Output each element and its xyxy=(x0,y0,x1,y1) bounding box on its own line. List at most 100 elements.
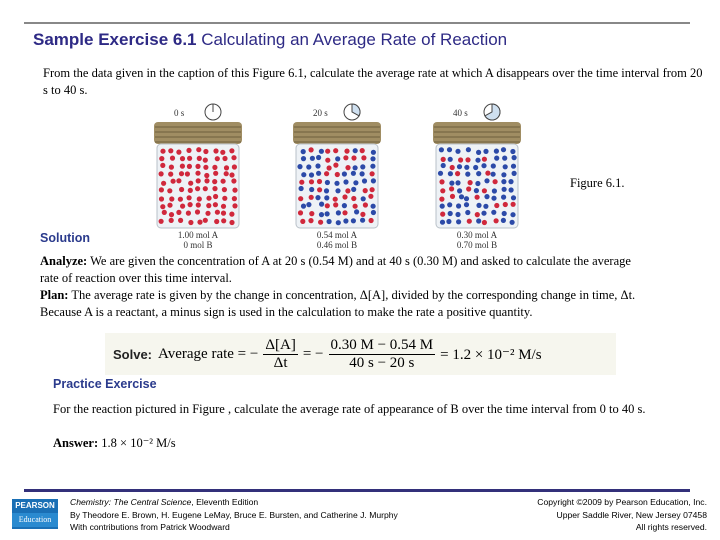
molecule xyxy=(203,164,209,170)
molecule xyxy=(229,211,235,217)
molecule xyxy=(232,203,238,209)
molecule xyxy=(159,156,165,162)
molecule xyxy=(220,178,226,184)
molecule xyxy=(439,203,445,209)
molecule xyxy=(456,219,462,225)
molecule xyxy=(220,203,227,209)
molecule xyxy=(168,212,175,218)
molecule xyxy=(455,148,461,154)
molecule xyxy=(362,202,368,208)
molecule xyxy=(439,179,445,185)
practice-answer: Answer: 1.8 × 10⁻² M/s xyxy=(53,435,176,452)
analyze-body: We are given the concentration of A at 2… xyxy=(40,254,631,285)
molecule xyxy=(481,163,487,169)
molecule xyxy=(206,203,212,209)
book-authors: By Theodore E. Brown, H. Eugene LeMay, B… xyxy=(70,509,398,520)
molecule xyxy=(343,179,349,185)
molecule xyxy=(455,211,461,218)
molecule xyxy=(343,218,349,224)
molecule xyxy=(449,180,455,186)
analyze-text: Analyze: We are given the concentration … xyxy=(40,253,650,287)
molecule xyxy=(370,209,376,216)
molecule xyxy=(473,188,479,194)
molecule xyxy=(510,201,516,207)
molecule xyxy=(202,186,208,192)
molecule xyxy=(168,217,174,223)
molecule xyxy=(188,219,194,226)
molecule xyxy=(511,170,517,176)
molecule xyxy=(360,217,366,223)
molecule xyxy=(316,154,322,161)
molecule xyxy=(333,148,339,154)
molecule xyxy=(176,178,182,184)
molecule xyxy=(309,186,315,193)
molecule xyxy=(494,155,500,161)
clock-icon xyxy=(343,103,361,121)
solve-lhs: Average rate = − xyxy=(158,345,259,362)
molecule xyxy=(334,171,340,178)
book-italic: Chemistry: The Central Science xyxy=(70,497,192,507)
molecule xyxy=(439,219,446,225)
logo-bottom: Education xyxy=(12,513,58,527)
molecule xyxy=(463,202,470,208)
molecule xyxy=(178,171,185,177)
molecule xyxy=(335,210,341,216)
molecule xyxy=(333,202,339,208)
molecule xyxy=(168,148,174,154)
molecule xyxy=(297,164,303,170)
molecule xyxy=(222,195,228,201)
molecule xyxy=(205,210,211,216)
molecule xyxy=(481,219,487,226)
practice-heading: Practice Exercise xyxy=(53,377,157,391)
molecule xyxy=(202,217,208,223)
molecule xyxy=(352,165,358,171)
molecule xyxy=(229,148,235,154)
molecule xyxy=(501,179,507,185)
book-edition: , Eleventh Edition xyxy=(191,497,259,507)
molecule xyxy=(300,218,306,224)
molecule xyxy=(220,149,226,155)
molecule xyxy=(350,170,356,176)
molecule xyxy=(160,148,166,154)
molecule xyxy=(475,180,481,187)
molecule xyxy=(483,203,489,209)
molecule xyxy=(324,171,330,177)
molecule xyxy=(490,171,496,177)
molecule xyxy=(335,188,341,194)
fraction-values: 0.30 M − 0.54 M 40 s − 20 s xyxy=(328,337,436,372)
molecule xyxy=(335,156,341,162)
molecule xyxy=(158,218,164,224)
molecule xyxy=(222,155,228,162)
answer-value: 1.8 × 10⁻² M/s xyxy=(98,436,176,450)
molecule xyxy=(187,187,193,193)
molecule xyxy=(186,163,192,169)
molecule xyxy=(214,156,220,162)
fraction-delta: Δ[A] Δt xyxy=(263,337,298,372)
molecule xyxy=(212,179,218,185)
molecule xyxy=(502,155,508,161)
intro-text: From the data given in the caption of th… xyxy=(43,66,703,97)
jar-composition: 0.54 mol A 0.46 mol B xyxy=(287,230,387,250)
molecule xyxy=(510,163,517,169)
molecule xyxy=(317,187,323,193)
molecule xyxy=(161,180,167,186)
molecule xyxy=(465,209,471,216)
molecule xyxy=(351,155,357,161)
plan-body: The average rate is given by the change … xyxy=(40,288,636,319)
molecule xyxy=(176,209,182,215)
molecule xyxy=(160,162,166,168)
molecule xyxy=(300,149,306,155)
molecule xyxy=(206,195,212,201)
molecule xyxy=(481,156,487,162)
molecule xyxy=(502,164,508,170)
book-contrib: With contributions from Patrick Woodward xyxy=(70,522,230,532)
molecule xyxy=(212,164,218,170)
molecule xyxy=(315,163,321,169)
molecule xyxy=(368,217,374,224)
mol-b: 0.46 mol B xyxy=(316,240,358,250)
molecule xyxy=(455,180,461,186)
molecule xyxy=(446,218,452,225)
reaction-jar xyxy=(293,103,381,229)
